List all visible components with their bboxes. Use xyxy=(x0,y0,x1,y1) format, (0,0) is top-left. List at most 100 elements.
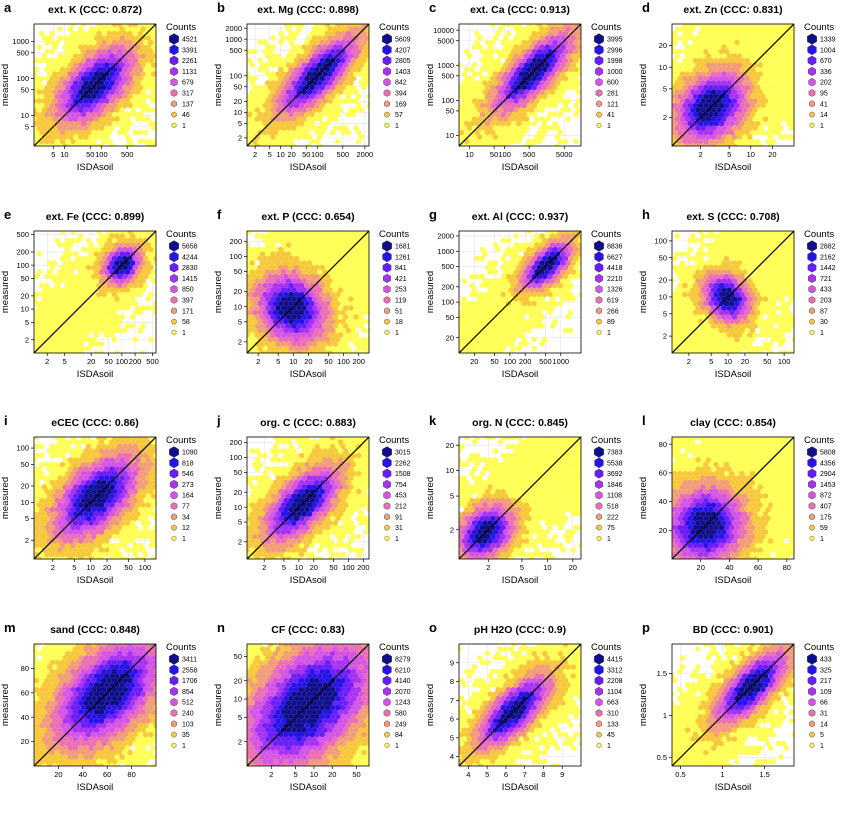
hex-cell xyxy=(75,48,81,55)
hex-cell xyxy=(44,309,50,316)
hex-cell xyxy=(674,107,680,113)
hex-cell xyxy=(273,282,279,289)
hex-cell xyxy=(135,53,141,59)
hex-cell xyxy=(345,30,351,37)
hex-cell xyxy=(482,53,488,59)
hex-cell xyxy=(247,327,253,334)
hex-cell xyxy=(275,62,281,68)
hex-cell xyxy=(562,30,569,37)
hex-cell xyxy=(49,264,55,271)
hex-cell xyxy=(106,327,112,334)
hex-cell xyxy=(731,44,737,50)
hex-cell xyxy=(304,231,310,235)
hex-cell xyxy=(511,66,517,73)
hex-cell xyxy=(716,260,722,266)
hex-cell xyxy=(353,332,359,338)
hex-cell xyxy=(343,71,349,77)
hex-cell xyxy=(275,80,281,86)
hex-cell xyxy=(101,48,107,55)
hex-cell xyxy=(539,251,545,257)
hex-cell xyxy=(366,300,369,307)
hexbin-chart-b: b ext. Mg (CCC: 0.898)2 5 10 20 50 100 500 20002… xyxy=(213,0,411,173)
hex-cell xyxy=(319,282,325,289)
hex-cell xyxy=(52,71,58,77)
hex-cell xyxy=(505,309,511,316)
hex-cell xyxy=(262,39,268,46)
y-tick-label: 5 xyxy=(238,119,242,128)
hex-cell xyxy=(293,282,299,289)
hex-cell xyxy=(487,296,493,302)
hex-cell xyxy=(314,102,320,109)
hex-cell xyxy=(464,129,470,136)
hex-cell xyxy=(679,107,685,113)
hex-cell xyxy=(492,71,498,77)
hex-cell xyxy=(324,48,331,55)
hex-cell xyxy=(93,71,99,77)
hex-cell xyxy=(687,75,693,82)
hex-cell xyxy=(96,30,102,37)
hex-cell xyxy=(711,125,717,131)
hex-cell xyxy=(296,71,302,77)
hex-cell xyxy=(791,318,794,325)
hex-cell xyxy=(768,260,774,266)
hex-cell xyxy=(122,102,128,109)
hex-cell xyxy=(552,102,558,109)
hex-cell xyxy=(322,305,328,311)
hex-cell xyxy=(495,120,501,127)
hex-cell xyxy=(127,102,133,109)
legend-swatch xyxy=(382,55,392,66)
hex-cell xyxy=(358,269,364,275)
hex-cell xyxy=(39,309,45,316)
hex-cell xyxy=(140,287,146,293)
hex-cell xyxy=(724,93,730,100)
hex-cell xyxy=(93,278,99,284)
hex-cell xyxy=(562,66,569,73)
y-tick-label: 50 xyxy=(446,107,454,116)
hex-cell xyxy=(721,53,727,59)
hex-cell xyxy=(330,39,336,46)
hex-cell xyxy=(716,332,722,338)
hex-cell xyxy=(267,264,273,271)
hex-cell xyxy=(498,125,504,131)
hex-cell xyxy=(762,98,769,104)
hex-cell xyxy=(724,102,730,109)
hex-cell xyxy=(526,24,532,28)
hex-cell xyxy=(278,336,284,343)
hex-cell xyxy=(322,233,328,239)
hex-cell xyxy=(70,336,76,343)
hex-cell xyxy=(786,327,792,334)
hex-cell xyxy=(44,300,50,307)
hex-cell xyxy=(343,98,349,104)
hex-cell xyxy=(534,89,540,95)
hex-cell xyxy=(584,274,589,280)
hex-cell xyxy=(708,255,714,262)
hex-cell xyxy=(737,278,743,284)
hex-cell xyxy=(679,62,685,68)
hex-cell xyxy=(570,242,576,248)
hex-cell xyxy=(552,75,558,82)
hex-cell xyxy=(358,80,364,86)
hex-cell xyxy=(247,278,250,284)
hex-cell xyxy=(96,102,102,109)
hex-cell xyxy=(350,57,357,64)
hex-cell xyxy=(80,39,86,46)
hex-cell xyxy=(280,269,286,275)
hex-cell xyxy=(544,53,550,59)
hex-cell xyxy=(685,98,691,104)
hex-cell xyxy=(788,44,794,50)
hex-cell xyxy=(70,129,76,136)
hex-cell xyxy=(724,282,730,289)
hex-cell xyxy=(703,138,709,145)
hex-cell xyxy=(106,318,112,325)
hex-cell xyxy=(343,269,349,275)
hex-cell xyxy=(275,332,281,338)
hex-cell xyxy=(41,341,47,347)
hex-cell xyxy=(124,80,131,86)
hex-cell xyxy=(734,93,740,100)
hex-cell xyxy=(358,323,364,329)
hex-cell xyxy=(132,129,138,136)
hex-cell xyxy=(75,282,81,289)
hex-cell xyxy=(252,291,258,298)
hex-cell xyxy=(778,26,784,32)
hex-cell xyxy=(459,84,465,91)
